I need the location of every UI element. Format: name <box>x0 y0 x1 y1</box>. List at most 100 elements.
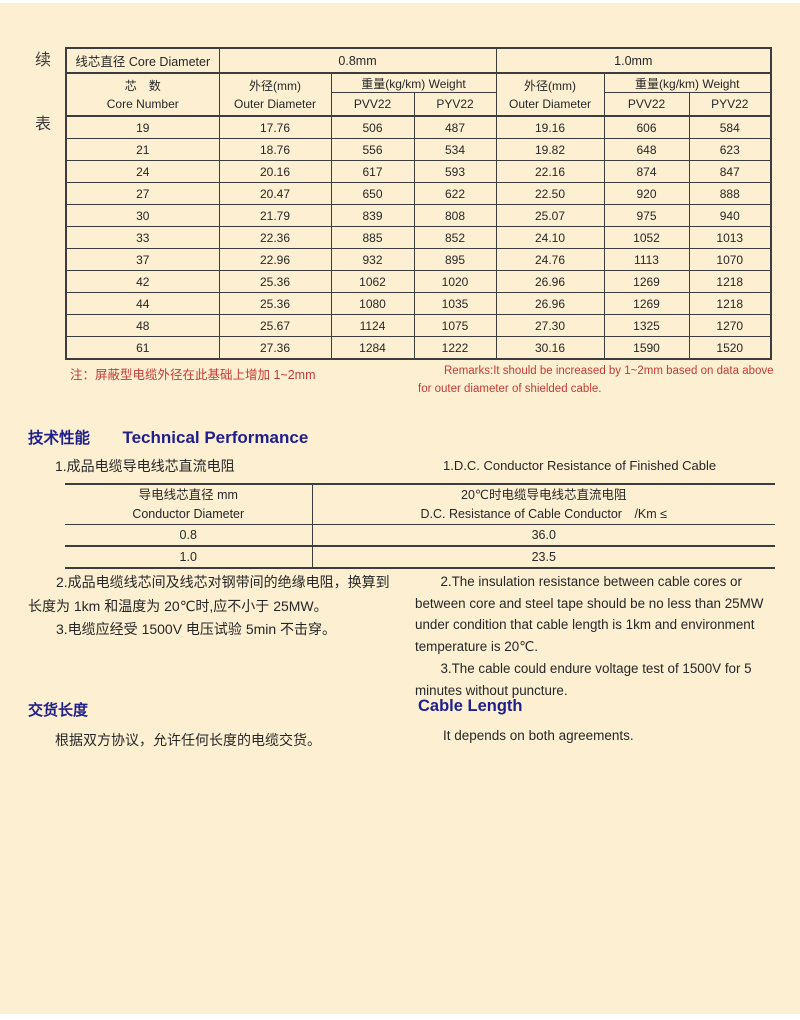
header-conductor-diameter-cn: 导电线芯直径 mm <box>138 487 238 502</box>
table-row: 42 25.36 1062 1020 26.96 1269 1218 <box>65 270 772 293</box>
table-cell: 617 <box>330 160 415 183</box>
table-cell: 22.16 <box>495 160 605 183</box>
table-cell: 920 <box>603 182 690 205</box>
table1-body: 19 17.76 506 487 19.16 606 584 21 18.76 556 534 19.… <box>65 115 772 360</box>
table-row: 24 20.16 617 593 22.16 874 847 <box>65 160 772 183</box>
table-cell: 940 <box>688 204 772 227</box>
table-cell: 1325 <box>603 314 690 337</box>
table-cell: 506 <box>330 115 415 139</box>
table-cell: 1075 <box>413 314 497 337</box>
table-row: 37 22.96 932 895 24.76 1113 1070 <box>65 248 772 271</box>
table-cell: 17.76 <box>218 115 332 139</box>
cable-length-text-cn: 根据双方协议，允许任何长度的电缆交货。 <box>55 732 321 748</box>
table-cell: 1020 <box>413 270 497 293</box>
table-cell: 1124 <box>330 314 415 337</box>
table-cell: 1270 <box>688 314 772 337</box>
table-cell: 1269 <box>603 292 690 315</box>
technical-paragraphs-cn: 2.成品电缆线芯间及线芯对钢带间的绝缘电阻，换算到长度为 1km 和温度为 20… <box>28 571 392 642</box>
table-cell: 0.8 <box>65 524 313 547</box>
header-pyv22-08: PYV22 <box>413 92 497 117</box>
table-cell: 839 <box>330 204 415 227</box>
table-cell: 487 <box>413 115 497 139</box>
table-cell: 24.76 <box>495 248 605 271</box>
header-outer-diameter-08: 外径(mm) Outer Diameter <box>218 72 332 117</box>
voltage-test-cn: 3.电缆应经受 1500V 电压试验 5min 不击穿。 <box>56 621 337 638</box>
table-cell: 1284 <box>330 336 415 360</box>
voltage-test-en: 3.The cable could endure voltage test of… <box>415 660 752 698</box>
table-cell: 556 <box>330 138 415 161</box>
table-cell: 593 <box>413 160 497 183</box>
table-cell: 1218 <box>688 292 772 315</box>
table1-header-row-2: 芯 数 Core Number 外径(mm) Outer Diameter 重量… <box>65 72 772 117</box>
table-cell: 1269 <box>603 270 690 293</box>
core-diameter-weight-table: 线芯直径 Core Diameter 0.8mm 1.0mm 芯 数 Core … <box>65 47 773 360</box>
header-core-diameter: 线芯直径 Core Diameter <box>65 47 220 74</box>
cable-length-heading-en: Cable Length <box>418 697 523 716</box>
table-row: 21 18.76 556 534 19.82 648 623 <box>65 138 772 161</box>
header-pvv22-10: PVV22 <box>603 92 690 117</box>
header-conductor-diameter-en: Conductor Diameter <box>132 506 245 521</box>
table-cell: 808 <box>413 204 497 227</box>
table-cell: 19.16 <box>495 115 605 139</box>
table-cell: 20.16 <box>218 160 332 183</box>
table-cell: 42 <box>65 270 220 293</box>
table-cell: 852 <box>413 226 497 249</box>
table-row: 0.8 36.0 <box>65 524 775 547</box>
page-edge-top <box>0 0 800 3</box>
table-cell: 885 <box>330 226 415 249</box>
table2-body: 0.8 36.0 1.0 23.5 <box>65 524 775 569</box>
table-cell: 24.10 <box>495 226 605 249</box>
note-chinese: 注：屏蔽型电缆外径在此基础上增加 1~2mm <box>70 368 316 382</box>
header-size-0-8mm: 0.8mm <box>218 47 497 74</box>
table-cell: 623 <box>688 138 772 161</box>
table-cell: 895 <box>413 248 497 271</box>
header-weight-08: 重量(kg/km) Weight <box>330 72 497 93</box>
header-outer-diameter-10: 外径(mm) Outer Diameter <box>495 72 605 117</box>
dc-resistance-item-en: 1.D.C. Conductor Resistance of Finished … <box>443 458 717 473</box>
continued-table-label: 续 表 <box>33 46 53 174</box>
insulation-resistance-cn: 2.成品电缆线芯间及线芯对钢带间的绝缘电阻，换算到长度为 1km 和温度为 20… <box>28 574 390 614</box>
table-cell: 1080 <box>330 292 415 315</box>
table-row: 30 21.79 839 808 25.07 975 940 <box>65 204 772 227</box>
header-pyv22-10: PYV22 <box>688 92 772 117</box>
table-cell: 36.0 <box>312 524 775 547</box>
table1-header-row-1: 线芯直径 Core Diameter 0.8mm 1.0mm <box>65 47 772 74</box>
continued-char-2: 表 <box>34 116 51 133</box>
table-cell: 19 <box>65 115 220 139</box>
continued-char-1: 续 <box>34 52 51 69</box>
dc-resistance-item-cn: 1.成品电缆导电线芯直流电阻 <box>55 458 235 474</box>
header-core-number-cn: 芯 数 <box>124 78 161 93</box>
table-cell: 1218 <box>688 270 772 293</box>
table-cell: 21.79 <box>218 204 332 227</box>
header-conductor-diameter: 导电线芯直径 mm Conductor Diameter <box>65 483 313 525</box>
page-edge-bottom <box>0 1014 800 1020</box>
header-weight-10: 重量(kg/km) Weight <box>603 72 772 93</box>
table-cell: 21 <box>65 138 220 161</box>
header-dc-resistance-cn: 20℃时电缆导电线芯直流电阻 <box>461 487 627 502</box>
cable-length-text-en: It depends on both agreements. <box>443 728 634 743</box>
header-outer-diameter-en: Outer Diameter <box>233 96 317 111</box>
table-row: 27 20.47 650 622 22.50 920 888 <box>65 182 772 205</box>
table-cell: 932 <box>330 248 415 271</box>
table-cell: 25.36 <box>218 292 332 315</box>
table-cell: 888 <box>688 182 772 205</box>
table-cell: 27.36 <box>218 336 332 360</box>
table-cell: 25.36 <box>218 270 332 293</box>
header-dc-resistance: 20℃时电缆导电线芯直流电阻 D.C. Resistance of Cable … <box>312 483 775 525</box>
technical-paragraphs-en: 2.The insulation resistance between cabl… <box>415 571 783 701</box>
table-cell: 61 <box>65 336 220 360</box>
table-cell: 1052 <box>603 226 690 249</box>
header-size-1-0mm: 1.0mm <box>495 47 772 74</box>
table-cell: 622 <box>413 182 497 205</box>
table-cell: 1520 <box>688 336 772 360</box>
header-core-number: 芯 数 Core Number <box>65 72 220 117</box>
table-cell: 22.50 <box>495 182 605 205</box>
table-row: 1.0 23.5 <box>65 546 775 569</box>
header-outer-diameter-en: Outer Diameter <box>509 96 592 111</box>
table2-header-row: 导电线芯直径 mm Conductor Diameter 20℃时电缆导电线芯直… <box>65 483 775 525</box>
table-cell: 25.67 <box>218 314 332 337</box>
table1-header-row-3: PVV22 PYV22 PVV22 PYV22 <box>66 92 772 117</box>
table-cell: 26.96 <box>495 270 605 293</box>
table-row: 61 27.36 1284 1222 30.16 1590 1520 <box>65 336 772 360</box>
